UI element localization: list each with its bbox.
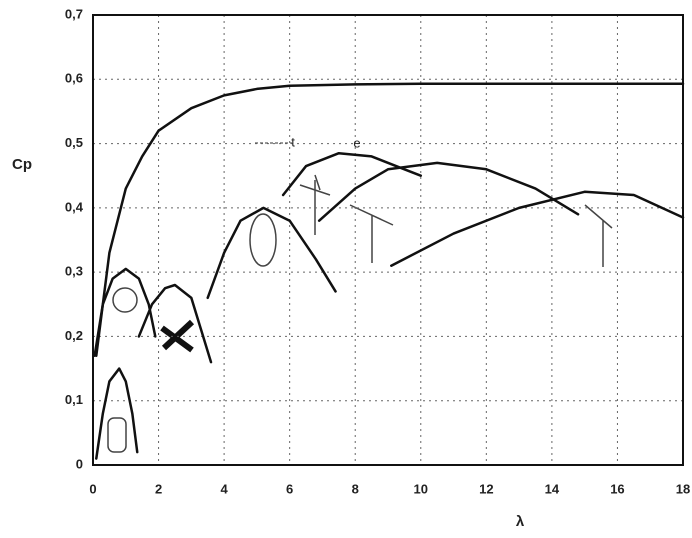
y-tick-label: 0,1 [65,392,83,407]
x-tick-label: 6 [286,481,293,496]
x-tick-label: 12 [479,481,493,496]
three-blade-icon [349,204,394,263]
curve [93,267,157,357]
savonius-icon [107,417,127,453]
multiblade-icon [112,287,138,313]
y-tick-label: 0,2 [65,328,83,343]
y-tick-label: 0 [76,456,83,471]
cross-icon [160,319,195,353]
y-tick-label: 0,4 [65,199,84,214]
curve [95,367,139,460]
x-tick-label: 8 [352,481,359,496]
x-tick-label: 0 [89,481,96,496]
plot-frame [92,14,684,466]
y-axis-label: Cp [12,156,32,173]
annotation: t [291,134,295,149]
curve [281,151,423,197]
y-tick-label: 0,5 [65,135,83,150]
y-tick-label: 0,6 [65,71,83,86]
annotation: e [353,135,360,150]
curve [317,161,580,222]
x-tick-label: 10 [414,481,428,496]
x-tick-label: 2 [155,481,162,496]
x-tick-label: 14 [545,481,560,496]
x-axis-label: λ [516,513,525,530]
curve [137,283,213,364]
x-tick-label: 16 [610,481,624,496]
two-blade-icon [299,174,331,235]
darrieus-icon [249,213,277,267]
x-tick-label: 18 [676,481,690,496]
curve [95,82,685,357]
one-blade-icon [584,204,613,267]
y-tick-label: 0,3 [65,264,83,279]
curve [390,190,685,267]
curve [206,206,337,300]
x-tick-label: 4 [220,481,228,496]
y-tick-label: 0,7 [65,6,83,21]
